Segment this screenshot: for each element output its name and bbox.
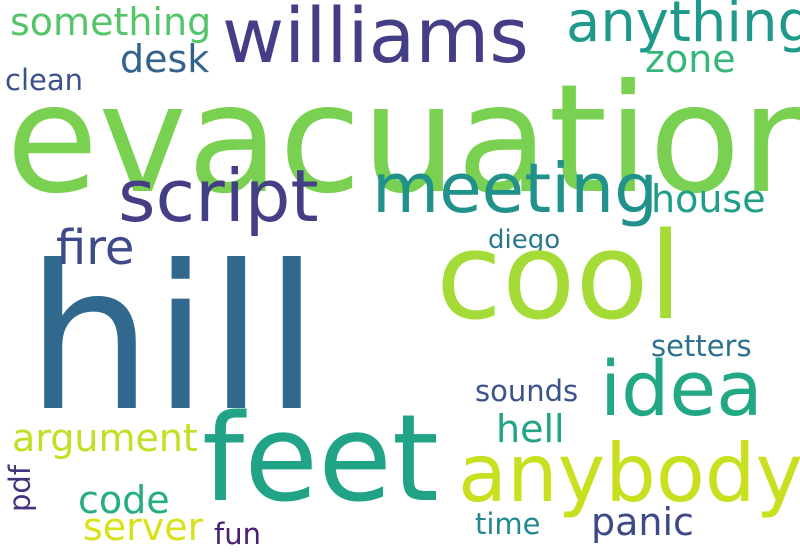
- word-setters: setters: [651, 329, 752, 363]
- word-feet: feet: [202, 390, 439, 529]
- word-evacuation: evacuation: [6, 53, 800, 227]
- word-diego: diego: [488, 225, 561, 255]
- word-code: code: [78, 478, 170, 522]
- word-desk: desk: [120, 37, 210, 81]
- word-cool: cool: [436, 208, 683, 347]
- word-something: something: [10, 0, 212, 44]
- word-script: script: [118, 154, 319, 238]
- word-anybody: anybody: [458, 427, 800, 520]
- word-williams: williams: [222, 0, 529, 80]
- word-fun: fun: [214, 517, 261, 551]
- word-zone: zone: [645, 37, 736, 81]
- word-argument: argument: [12, 416, 198, 460]
- word-pdf: pdf: [3, 464, 37, 512]
- word-clean: clean: [5, 63, 83, 97]
- word-time: time: [475, 507, 541, 541]
- word-sounds: sounds: [475, 374, 579, 408]
- word-idea: idea: [600, 344, 763, 433]
- word-fire: fire: [56, 220, 135, 276]
- word-server: server: [83, 505, 204, 549]
- word-hill: hill: [26, 223, 320, 456]
- word-panic: panic: [591, 500, 694, 544]
- word-hell: hell: [496, 407, 565, 451]
- word-house: house: [651, 177, 766, 221]
- word-anything: anything: [566, 0, 800, 55]
- word-meeting: meeting: [372, 149, 658, 229]
